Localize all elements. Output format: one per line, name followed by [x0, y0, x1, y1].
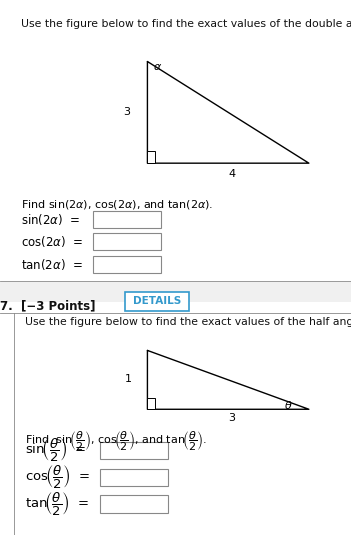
Text: sin(2$\alpha$)  =: sin(2$\alpha$) = [21, 212, 80, 227]
Text: DETAILS: DETAILS [133, 296, 181, 306]
FancyBboxPatch shape [125, 292, 189, 311]
Text: $\alpha$: $\alpha$ [153, 62, 162, 72]
Text: tan$\!\left(\dfrac{\theta}{2}\right)$  =: tan$\!\left(\dfrac{\theta}{2}\right)$ = [25, 491, 89, 517]
Bar [100, 442, 168, 459]
Text: 3: 3 [123, 108, 130, 117]
Text: 1: 1 [125, 374, 132, 384]
Text: $\theta$: $\theta$ [284, 399, 293, 411]
Bar [93, 233, 161, 250]
Text: Find  sin$\!\left(\dfrac{\theta}{2}\right)$, cos$\!\left(\dfrac{\theta}{2}\right: Find sin$\!\left(\dfrac{\theta}{2}\right… [25, 429, 206, 453]
Bar [0, 282, 351, 302]
Text: Find sin(2$\alpha$), cos(2$\alpha$), and tan(2$\alpha$).: Find sin(2$\alpha$), cos(2$\alpha$), and… [21, 198, 213, 211]
Text: cos(2$\alpha$)  =: cos(2$\alpha$) = [21, 234, 83, 249]
Bar [147, 398, 155, 409]
Bar [147, 151, 155, 163]
Text: sin$\!\left(\dfrac{\theta}{2}\right)$  =: sin$\!\left(\dfrac{\theta}{2}\right)$ = [25, 437, 86, 464]
Bar [0, 0, 351, 281]
Bar [93, 211, 161, 228]
Text: Use the figure below to find the exact values of the half angles.: Use the figure below to find the exact v… [25, 317, 351, 327]
Text: cos$\!\left(\dfrac{\theta}{2}\right)$  =: cos$\!\left(\dfrac{\theta}{2}\right)$ = [25, 464, 90, 491]
Text: 3: 3 [228, 414, 235, 423]
Bar [100, 495, 168, 513]
Text: tan(2$\alpha$)  =: tan(2$\alpha$) = [21, 257, 83, 272]
Text: 4: 4 [228, 169, 235, 179]
Text: Use the figure below to find the exact values of the double angles.: Use the figure below to find the exact v… [21, 19, 351, 29]
Bar [93, 256, 161, 273]
Bar [100, 469, 168, 486]
Text: 7.  [−3 Points]: 7. [−3 Points] [0, 300, 95, 312]
